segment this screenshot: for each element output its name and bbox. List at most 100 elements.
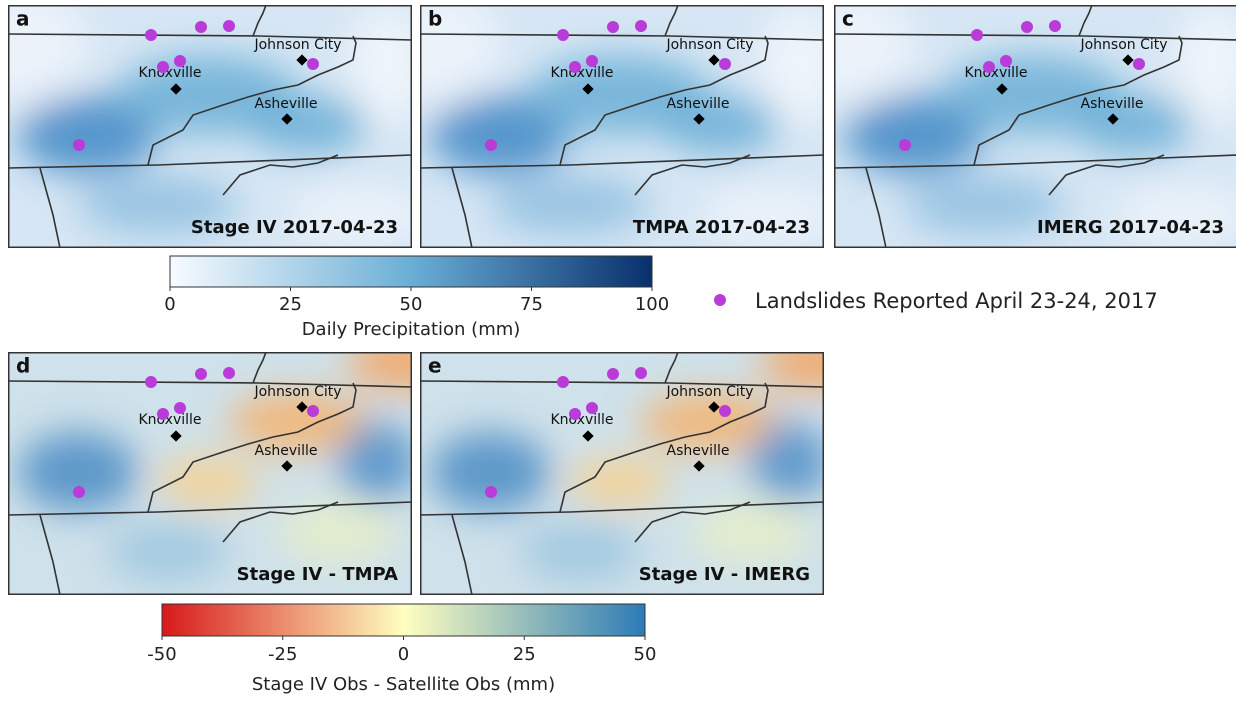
- state-border: [8, 33, 412, 41]
- landslide-marker: [195, 368, 207, 380]
- state-border: [451, 514, 473, 595]
- state-border: [451, 167, 473, 248]
- colorbar-label: Daily Precipitation (mm): [302, 319, 521, 340]
- landslide-marker: [73, 486, 85, 498]
- legend-marker: [714, 294, 726, 306]
- landslide-marker: [971, 29, 983, 41]
- landslide-marker: [1049, 20, 1061, 32]
- state-border: [252, 352, 267, 384]
- colorbar-tick-label: 25: [513, 644, 536, 665]
- landslide-marker: [1021, 21, 1033, 33]
- panel-caption: TMPA 2017-04-23: [633, 217, 810, 238]
- landslide-marker: [719, 58, 731, 70]
- field-patch: [1074, 95, 1194, 155]
- state-border: [834, 154, 1236, 169]
- precip-field: [8, 5, 412, 245]
- colorbar-tick-label: 50: [400, 294, 423, 315]
- colorbar-tick-label: -50: [147, 644, 176, 665]
- panel-letter: e: [428, 354, 442, 378]
- field-patch: [18, 95, 158, 175]
- city-label: Johnson City: [665, 384, 753, 400]
- precip-field: [834, 5, 1236, 245]
- city-label: Knoxville: [138, 65, 201, 81]
- field-patch: [338, 422, 412, 502]
- city-label: Asheville: [255, 96, 318, 112]
- landslide-marker: [145, 376, 157, 388]
- precip-field: [430, 352, 824, 582]
- city-label: Asheville: [667, 96, 730, 112]
- field-patch: [108, 522, 228, 582]
- field-patch: [760, 352, 824, 392]
- field-patch: [228, 392, 368, 452]
- state-border: [973, 35, 1183, 166]
- colorbar: [169, 255, 653, 288]
- panel-caption: IMERG 2017-04-23: [1037, 217, 1224, 238]
- panel-frame: [834, 5, 1236, 248]
- landslide-marker: [223, 20, 235, 32]
- landslide-marker: [557, 376, 569, 388]
- field-patch: [1114, 185, 1236, 245]
- landslide-marker: [145, 29, 157, 41]
- landslide-marker: [307, 58, 319, 70]
- map-panel: Johnson City Knoxville Asheville b TMPA 2017…: [420, 5, 824, 248]
- state-border: [559, 35, 769, 166]
- field-patch: [158, 457, 258, 507]
- field-patch: [8, 5, 88, 105]
- panel-frame: [8, 5, 412, 248]
- state-border: [252, 5, 267, 37]
- field-patch: [834, 5, 914, 105]
- landslide-marker: [485, 486, 497, 498]
- landslide-marker: [174, 402, 186, 414]
- colorbar-tick-label: 50: [634, 644, 657, 665]
- field-patch: [18, 432, 138, 512]
- field-patch: [430, 95, 570, 175]
- panel-caption: Stage IV 2017-04-23: [191, 217, 398, 238]
- city-label: Johnson City: [253, 37, 341, 53]
- precip-field: [18, 352, 412, 582]
- colorbar: [161, 603, 646, 637]
- state-border: [865, 167, 887, 248]
- state-border: [634, 501, 751, 543]
- field-patch: [760, 5, 824, 125]
- state-border: [1078, 5, 1093, 37]
- field-patch: [348, 5, 412, 125]
- map-panel: Johnson City Knoxville Asheville a Stage IV …: [8, 5, 412, 248]
- field-patch: [844, 95, 984, 175]
- panel-caption: Stage IV - TMPA: [237, 564, 398, 585]
- field-patch: [248, 95, 368, 155]
- panel-letter: b: [428, 7, 442, 31]
- city-marker: [708, 54, 720, 66]
- field-patch: [430, 432, 550, 512]
- city-label: Johnson City: [1079, 37, 1167, 53]
- landslide-marker: [569, 61, 581, 73]
- colorbar-tick-label: 100: [635, 294, 669, 315]
- state-border: [664, 5, 679, 37]
- city-label: Knoxville: [550, 65, 613, 81]
- map-panel: Johnson City Knoxville Asheville c IMERG 201…: [834, 5, 1236, 248]
- landslide-marker: [635, 367, 647, 379]
- field-patch: [278, 502, 398, 562]
- city-label: Asheville: [255, 443, 318, 459]
- city-marker: [296, 54, 308, 66]
- landslide-marker: [1000, 55, 1012, 67]
- state-border: [420, 380, 824, 388]
- colorbar-tick-label: 25: [279, 294, 302, 315]
- landslide-marker: [307, 405, 319, 417]
- state-border: [634, 154, 751, 196]
- state-border: [222, 501, 339, 543]
- landslide-marker: [1133, 58, 1145, 70]
- panel-frame: [420, 352, 824, 595]
- state-border: [8, 154, 412, 169]
- landslide-marker: [983, 61, 995, 73]
- map-panel: Johnson City Knoxville Asheville e Stage IV …: [420, 352, 824, 595]
- colorbar-tick-label: 75: [520, 294, 543, 315]
- field-patch: [1174, 5, 1236, 125]
- field-patch: [520, 522, 640, 582]
- field-patch: [660, 95, 780, 155]
- landslide-marker: [485, 139, 497, 151]
- panel-caption: Stage IV - IMERG: [639, 564, 810, 585]
- state-border: [39, 167, 61, 248]
- panel-frame: [420, 5, 824, 248]
- panel-letter: a: [16, 7, 30, 31]
